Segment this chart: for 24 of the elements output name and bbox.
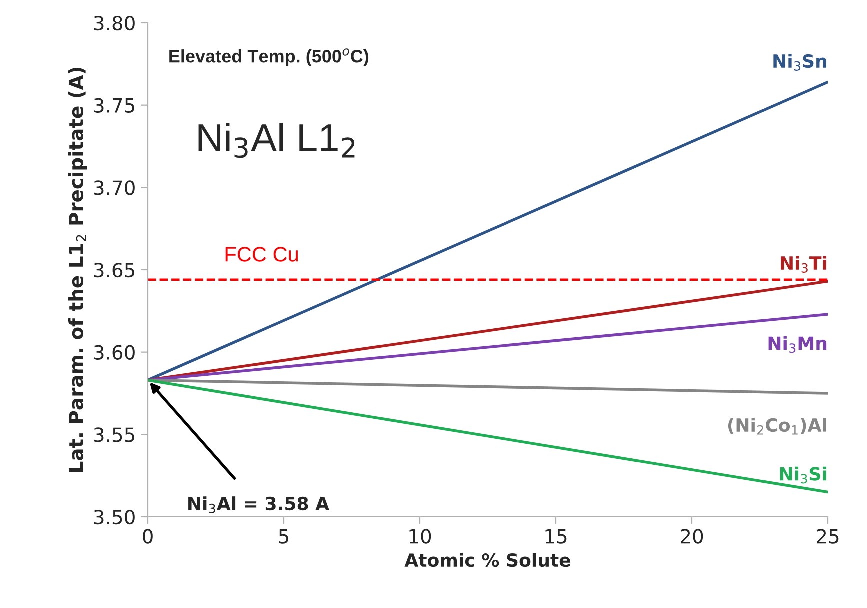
annotation: Ni$_{3}$Al L1$_{2}$ — [198, 123, 355, 158]
x-tick-label: 20 — [681, 529, 704, 544]
x-tick-label: 0 — [143, 529, 153, 544]
x-tick-label: 25 — [817, 529, 839, 544]
y-tick-label: 3.60 — [94, 345, 135, 360]
annotation: Ni$_{3}$Al = 3.58 A — [188, 496, 330, 514]
series-label: Ni$_{3}$Mn — [768, 336, 827, 354]
y-tick-label: 3.70 — [94, 180, 135, 196]
y-tick-label: 3.55 — [94, 428, 134, 442]
y-tick-label: 3.75 — [94, 98, 134, 113]
series-label: Ni$_{3}$Si — [780, 466, 826, 484]
y-axis-title: Lat. Param. of the L1$_{2}$ Precipitate (A) — [68, 68, 88, 472]
x-axis-title: Atomic % Solute — [404, 553, 570, 568]
y-tick-label: 3.50 — [94, 510, 135, 525]
y-tick-label: 3.65 — [94, 262, 134, 278]
series-label: Ni$_{3}$Sn — [774, 54, 826, 71]
series-label: Ni$_{3}$Ti — [781, 256, 826, 273]
annotation: Elevated Temp. (500$^{o}$C) — [170, 48, 369, 66]
x-tick-label: 5 — [279, 529, 288, 544]
ref-line-label: FCC Cu — [226, 247, 298, 262]
x-tick-label: 15 — [546, 529, 567, 544]
x-tick-label: 10 — [410, 529, 432, 544]
series-label: (Ni$_{2}$Co$_{1}$)Al — [728, 418, 826, 435]
y-tick-label: 3.80 — [94, 16, 135, 31]
